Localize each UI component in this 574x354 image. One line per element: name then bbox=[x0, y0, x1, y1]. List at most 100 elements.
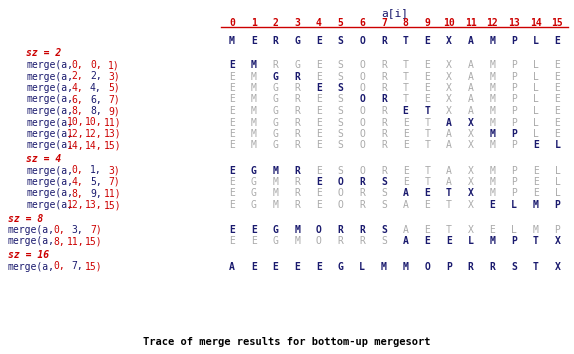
Text: R: R bbox=[294, 83, 300, 93]
Text: O: O bbox=[359, 118, 365, 127]
Text: O: O bbox=[359, 95, 365, 104]
Text: T: T bbox=[533, 262, 539, 272]
Text: R: R bbox=[359, 225, 365, 235]
Text: L: L bbox=[554, 177, 560, 187]
Text: 14: 14 bbox=[530, 18, 542, 28]
Text: R: R bbox=[381, 36, 387, 46]
Text: R: R bbox=[273, 60, 278, 70]
Text: R: R bbox=[294, 106, 300, 116]
Text: P: P bbox=[511, 129, 517, 139]
Text: M: M bbox=[251, 72, 257, 81]
Text: 6: 6 bbox=[359, 18, 365, 28]
Text: M: M bbox=[490, 141, 495, 150]
Text: 0: 0 bbox=[229, 18, 235, 28]
Text: M: M bbox=[490, 177, 495, 187]
Text: T: T bbox=[403, 72, 409, 81]
Text: R: R bbox=[381, 129, 387, 139]
Text: 4: 4 bbox=[316, 18, 322, 28]
Text: E: E bbox=[554, 36, 560, 46]
Text: T: T bbox=[403, 83, 409, 93]
Text: 14,: 14, bbox=[67, 141, 85, 150]
Text: M: M bbox=[273, 166, 278, 176]
Text: G: G bbox=[273, 236, 278, 246]
Text: E: E bbox=[490, 200, 495, 210]
Text: G: G bbox=[251, 177, 257, 187]
Text: 13): 13) bbox=[103, 129, 121, 139]
Text: T: T bbox=[403, 95, 409, 104]
Text: 11): 11) bbox=[103, 118, 121, 127]
Text: E: E bbox=[424, 188, 430, 199]
Text: 0,: 0, bbox=[53, 262, 65, 272]
Text: P: P bbox=[511, 95, 517, 104]
Text: S: S bbox=[338, 106, 343, 116]
Text: O: O bbox=[359, 36, 365, 46]
Text: E: E bbox=[403, 129, 409, 139]
Text: R: R bbox=[294, 177, 300, 187]
Text: a[i]: a[i] bbox=[381, 8, 408, 18]
Text: E: E bbox=[316, 262, 322, 272]
Text: T: T bbox=[424, 106, 430, 116]
Text: M: M bbox=[490, 83, 495, 93]
Text: merge(a,: merge(a, bbox=[8, 262, 55, 272]
Text: A: A bbox=[403, 225, 409, 235]
Text: R: R bbox=[294, 118, 300, 127]
Text: 8,: 8, bbox=[90, 106, 102, 116]
Text: E: E bbox=[424, 83, 430, 93]
Text: 2: 2 bbox=[273, 18, 278, 28]
Text: R: R bbox=[338, 225, 343, 235]
Text: 5,: 5, bbox=[90, 177, 102, 187]
Text: 12,: 12, bbox=[67, 200, 85, 210]
Text: A: A bbox=[446, 141, 452, 150]
Text: E: E bbox=[316, 95, 322, 104]
Text: 12,: 12, bbox=[86, 129, 103, 139]
Text: 6,: 6, bbox=[90, 95, 102, 104]
Text: P: P bbox=[511, 236, 517, 246]
Text: A: A bbox=[468, 72, 474, 81]
Text: E: E bbox=[229, 141, 235, 150]
Text: G: G bbox=[251, 200, 257, 210]
Text: E: E bbox=[316, 188, 322, 199]
Text: M: M bbox=[273, 188, 278, 199]
Text: M: M bbox=[490, 72, 495, 81]
Text: 15): 15) bbox=[103, 141, 121, 150]
Text: O: O bbox=[338, 177, 343, 187]
Text: 7: 7 bbox=[381, 18, 387, 28]
Text: E: E bbox=[229, 95, 235, 104]
Text: merge(a,: merge(a, bbox=[26, 118, 73, 127]
Text: R: R bbox=[381, 106, 387, 116]
Text: E: E bbox=[403, 106, 409, 116]
Text: S: S bbox=[381, 225, 387, 235]
Text: R: R bbox=[359, 177, 365, 187]
Text: 12: 12 bbox=[487, 18, 498, 28]
Text: E: E bbox=[229, 188, 235, 199]
Text: A: A bbox=[229, 262, 235, 272]
Text: O: O bbox=[424, 262, 430, 272]
Text: R: R bbox=[338, 236, 343, 246]
Text: E: E bbox=[554, 118, 560, 127]
Text: 8,: 8, bbox=[53, 236, 65, 246]
Text: L: L bbox=[533, 106, 539, 116]
Text: G: G bbox=[273, 129, 278, 139]
Text: M: M bbox=[490, 118, 495, 127]
Text: R: R bbox=[294, 188, 300, 199]
Text: R: R bbox=[359, 236, 365, 246]
Text: M: M bbox=[490, 129, 495, 139]
Text: R: R bbox=[273, 36, 278, 46]
Text: R: R bbox=[294, 129, 300, 139]
Text: R: R bbox=[381, 166, 387, 176]
Text: P: P bbox=[511, 177, 517, 187]
Text: O: O bbox=[338, 188, 343, 199]
Text: E: E bbox=[424, 200, 430, 210]
Text: E: E bbox=[533, 141, 539, 150]
Text: X: X bbox=[468, 141, 474, 150]
Text: G: G bbox=[273, 118, 278, 127]
Text: 6,: 6, bbox=[72, 95, 83, 104]
Text: 3: 3 bbox=[294, 18, 300, 28]
Text: P: P bbox=[554, 225, 560, 235]
Text: M: M bbox=[403, 262, 409, 272]
Text: merge(a,: merge(a, bbox=[26, 72, 73, 81]
Text: X: X bbox=[446, 36, 452, 46]
Text: E: E bbox=[424, 225, 430, 235]
Text: S: S bbox=[338, 129, 343, 139]
Text: P: P bbox=[554, 200, 560, 210]
